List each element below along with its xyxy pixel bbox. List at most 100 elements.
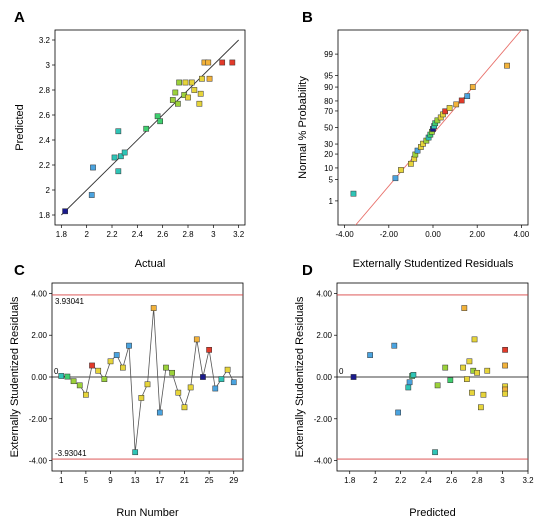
panel-letter-a: A [14,9,25,26]
data-point [176,79,182,86]
data-point [442,364,449,371]
data-point [144,381,151,388]
data-point [191,87,198,93]
panel-d: D 1.8 2 2.2 2.4 2.6 2.8 3 3.2 4.00 2.00 0.00 -2.00 -4… [294,262,534,519]
data-point [461,305,468,311]
panel-letter-b: B [302,9,313,26]
data-point [502,346,508,353]
data-point [107,358,114,365]
y-tick-label: 1.8 [39,211,51,220]
x-tick-label: 1.8 [56,230,68,239]
data-point [504,62,510,69]
data-point [132,449,139,456]
data-point [154,113,161,120]
data-point [101,376,108,382]
zero-line-label: 0 [54,367,59,376]
data-point [474,369,480,376]
data-point [392,175,399,182]
y-tick-label: 0.00 [31,373,47,382]
y-axis-title: Externally Studentized Residuals [9,296,21,457]
y-axis-title: Externally Studentized Residuals [294,296,306,457]
data-point [480,391,487,398]
y-tick-label: -2.00 [29,415,48,424]
data-point [219,59,226,66]
y-tick-label: -4.00 [29,457,48,466]
data-point [157,118,163,125]
data-point [197,90,204,97]
y-tick-label: 1 [329,197,334,206]
data-point [410,372,417,378]
data-point [502,362,508,369]
data-point [206,346,212,353]
data-point [408,160,414,167]
data-point [113,352,120,358]
data-point [458,97,465,104]
data-point [391,342,398,349]
data-point [464,376,470,382]
data-point [115,128,122,135]
x-tick-label: 1 [59,476,64,485]
data-point [469,389,475,396]
y-tick-label: -4.00 [314,457,333,466]
x-tick-label: 0.00 [425,230,441,239]
data-point [188,79,195,86]
data-point [156,409,163,416]
data-point [502,390,508,397]
data-point [120,364,126,371]
data-point [420,140,426,147]
data-point [350,374,357,380]
data-point [185,94,191,101]
panel-c: C 1 5 9 13 17 21 25 29 4.00 2.00 0.00 -2.00 -4.00 Run … [9,262,244,519]
y-tick-label: 0.00 [316,373,332,382]
x-tick-label: 2.8 [182,230,194,239]
x-tick-label: 3.2 [522,476,534,485]
data-point [181,404,188,411]
data-point [90,164,96,171]
x-tick-label: 4.00 [514,230,530,239]
data-point [115,168,122,175]
data-point [199,75,205,82]
data-point [175,389,182,396]
data-point [229,59,236,66]
data-point [206,75,213,82]
data-point [187,384,194,391]
data-point [70,378,77,385]
x-tick-label: 21 [180,476,189,485]
y-tick-label: -2.00 [314,415,333,424]
panel-letter-c: C [14,262,25,279]
x-axis-title: Actual [135,258,166,270]
x-tick-label: 9 [108,476,113,485]
x-tick-label: 3 [500,476,505,485]
data-point [224,366,231,373]
plot-area [337,294,528,460]
data-point [212,385,219,392]
data-point [169,369,175,376]
data-point [405,384,412,391]
y-tick-label: 99 [324,50,333,59]
data-point [83,391,89,398]
data-point [76,382,83,389]
panel-letter-d: D [302,262,313,279]
x-axis-title: Predicted [409,507,455,519]
y-tick-label: 50 [324,124,333,133]
x-tick-label: 2.2 [106,230,118,239]
reference-line [61,39,239,216]
data-point [434,382,441,389]
data-point [172,89,179,96]
data-point [89,362,95,369]
data-point [469,84,476,90]
y-tick-label: 90 [324,83,333,92]
x-tick-label: 2.8 [472,476,484,485]
y-tick-label: 3 [46,61,51,70]
x-tick-label: 29 [229,476,238,485]
y-tick-label: 2.6 [39,111,51,120]
zero-line-label: 0 [339,367,344,376]
x-tick-label: 25 [205,476,214,485]
x-tick-label: 13 [131,476,140,485]
data-point [434,117,441,124]
plot-area [350,30,522,225]
x-tick-label: 3.2 [233,230,245,239]
data-point [143,125,150,132]
data-point [118,153,124,160]
y-tick-label: 2.4 [39,136,51,145]
